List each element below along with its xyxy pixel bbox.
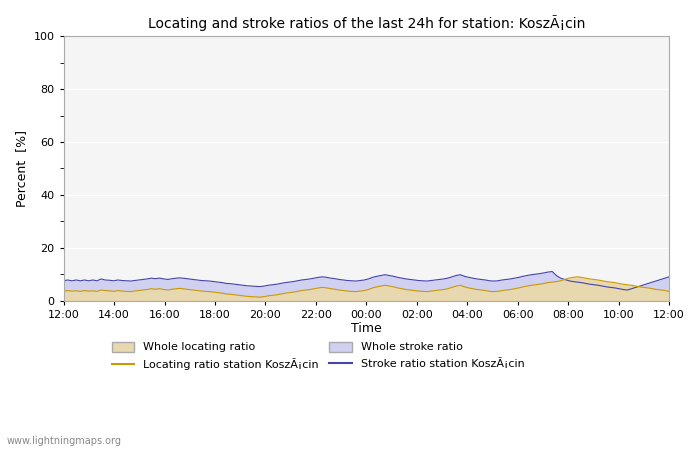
X-axis label: Time: Time (351, 322, 382, 335)
Title: Locating and stroke ratios of the last 24h for station: KoszÃ¡cin: Locating and stroke ratios of the last 2… (148, 15, 585, 31)
Legend: Whole locating ratio, Locating ratio station KoszÃ¡cin, Whole stroke ratio, Stro: Whole locating ratio, Locating ratio sta… (107, 337, 528, 374)
Text: www.lightningmaps.org: www.lightningmaps.org (7, 436, 122, 446)
Y-axis label: Percent  [%]: Percent [%] (15, 130, 28, 207)
